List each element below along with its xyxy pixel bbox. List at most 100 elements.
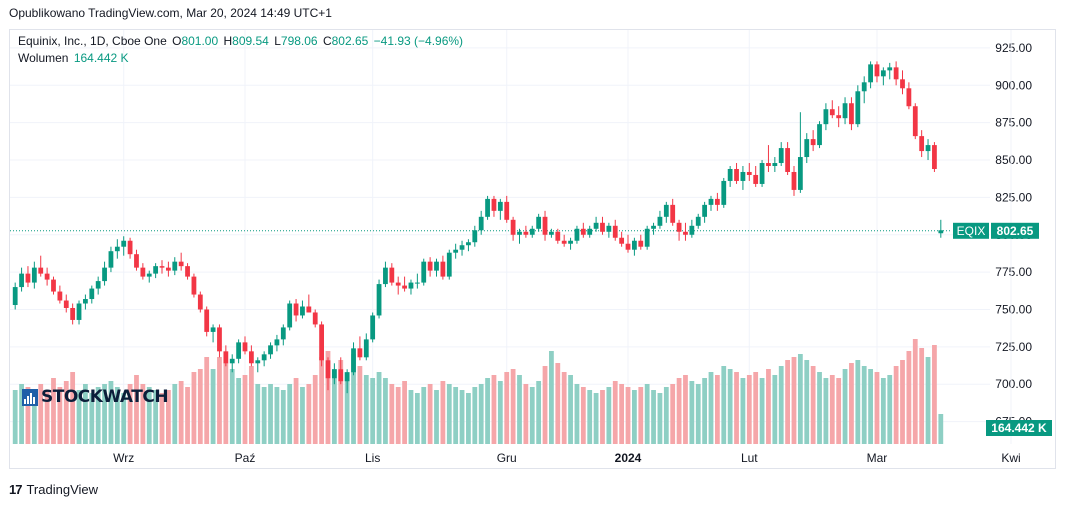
candle-body bbox=[925, 145, 931, 152]
volume-bar bbox=[210, 369, 216, 444]
volume-bar bbox=[453, 387, 459, 444]
candle-body bbox=[536, 216, 542, 229]
candle-body bbox=[497, 201, 503, 211]
volume-bar bbox=[644, 384, 650, 444]
volume-bar bbox=[912, 339, 918, 444]
volume-bar bbox=[440, 381, 446, 444]
y-tick-label: 725.00 bbox=[995, 340, 1032, 354]
volume-bar bbox=[319, 357, 324, 444]
candle-body bbox=[702, 204, 708, 217]
candle-body bbox=[357, 348, 363, 358]
candle-body bbox=[574, 228, 580, 241]
volume-bar bbox=[31, 393, 37, 444]
volume-bar bbox=[791, 357, 797, 444]
volume-bar bbox=[268, 384, 273, 444]
candle-body bbox=[753, 174, 759, 184]
candle-body bbox=[612, 225, 618, 238]
volume-bar bbox=[529, 387, 535, 444]
candle-body bbox=[306, 306, 312, 313]
volume-bar bbox=[580, 387, 586, 444]
candle-body bbox=[932, 145, 937, 169]
volume-bar bbox=[217, 357, 222, 444]
candle-body bbox=[172, 261, 178, 271]
volume-bar bbox=[134, 375, 139, 444]
volume-bar bbox=[817, 372, 822, 444]
candle-body bbox=[561, 240, 567, 244]
candle-body bbox=[663, 204, 669, 217]
volume-bar bbox=[868, 369, 873, 444]
candle-body bbox=[644, 228, 650, 247]
candle-body bbox=[746, 171, 752, 175]
tradingview-footer[interactable]: 17 TradingView bbox=[9, 482, 98, 497]
volume-bar bbox=[587, 390, 593, 444]
candle-body bbox=[325, 360, 331, 379]
volume-bar bbox=[906, 351, 912, 444]
volume-bar bbox=[740, 378, 746, 444]
volume-bar bbox=[549, 351, 554, 444]
candle-body bbox=[714, 198, 720, 205]
volume-bar bbox=[12, 390, 18, 444]
candle-body bbox=[829, 109, 835, 116]
candle-body bbox=[855, 91, 861, 125]
volume-bar bbox=[517, 375, 522, 444]
candle-body bbox=[842, 103, 848, 119]
volume-tag bbox=[986, 420, 1052, 436]
x-tick-label: Lut bbox=[741, 451, 758, 465]
volume-bar bbox=[293, 378, 299, 444]
volume-bar bbox=[351, 354, 356, 444]
candle-body bbox=[217, 327, 222, 352]
volume-bar bbox=[108, 381, 114, 444]
candle-body bbox=[25, 273, 31, 283]
candle-body bbox=[204, 309, 210, 332]
candle-body bbox=[121, 240, 127, 247]
stockwatch-watermark: STOCKWATCH bbox=[22, 387, 169, 407]
published-caption: Opublikowano TradingView.com, Mar 20, 20… bbox=[9, 6, 332, 20]
open-value: 801.00 bbox=[181, 34, 219, 48]
volume-bar bbox=[555, 363, 561, 444]
candle-body bbox=[344, 372, 350, 382]
candle-body bbox=[389, 267, 395, 283]
volume-bar bbox=[434, 390, 439, 444]
candle-body bbox=[338, 369, 344, 382]
volume-bar bbox=[714, 375, 720, 444]
volume-bar bbox=[855, 360, 861, 444]
candle-body bbox=[242, 342, 248, 352]
volume-bar bbox=[274, 387, 280, 444]
volume-bar bbox=[331, 369, 337, 444]
candle-body bbox=[363, 339, 369, 358]
volume-bar bbox=[166, 390, 171, 444]
volume-bar bbox=[159, 393, 165, 444]
candle-body bbox=[510, 219, 516, 235]
volume-bar bbox=[887, 375, 893, 444]
candle-body bbox=[108, 251, 114, 268]
volume-bar bbox=[734, 372, 739, 444]
candle-body bbox=[287, 303, 293, 328]
candle-body bbox=[83, 299, 88, 304]
x-tick-label: Kwi bbox=[1001, 451, 1020, 465]
volume-bar bbox=[759, 378, 765, 444]
candle-body bbox=[491, 198, 497, 211]
volume-bar bbox=[83, 384, 88, 444]
candle-body bbox=[421, 261, 427, 283]
candle-body bbox=[44, 273, 50, 280]
volume-bar bbox=[778, 366, 784, 444]
candle-body bbox=[466, 242, 471, 246]
volume-bar bbox=[810, 366, 816, 444]
volume-bar bbox=[38, 384, 44, 444]
volume-bar bbox=[753, 372, 759, 444]
volume-value: 164.442 K bbox=[73, 51, 129, 65]
candle-body bbox=[146, 273, 152, 277]
close-label: C bbox=[322, 34, 332, 48]
x-tick-label: 2024 bbox=[615, 451, 642, 465]
volume-bar bbox=[574, 384, 580, 444]
volume-bar bbox=[57, 387, 63, 444]
candle-body bbox=[472, 230, 478, 243]
volume-bar bbox=[829, 375, 835, 444]
volume-bar bbox=[849, 363, 854, 444]
volume-bar bbox=[44, 390, 50, 444]
volume-bar bbox=[785, 360, 790, 444]
volume-bar bbox=[612, 381, 618, 444]
volume-bar bbox=[504, 372, 510, 444]
candle-body bbox=[395, 282, 401, 286]
